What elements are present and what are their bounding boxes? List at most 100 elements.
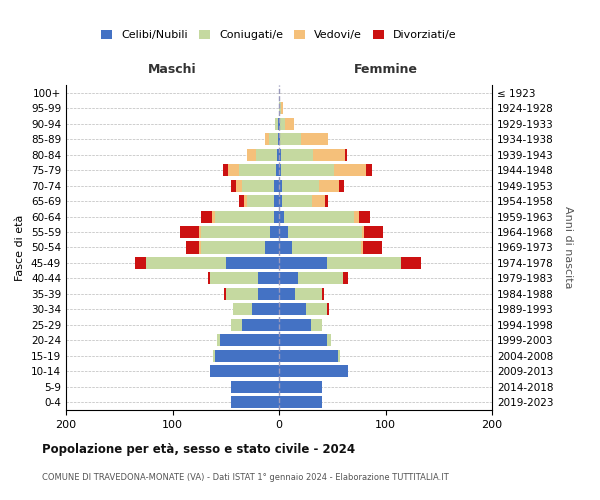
Bar [265,242,279,254]
Bar [201,226,271,238]
Bar [279,319,311,331]
Bar [276,164,279,176]
Bar [298,272,343,284]
Bar [327,257,401,269]
Bar [199,226,201,238]
Bar [284,210,353,222]
Bar [213,350,215,362]
Bar [322,288,324,300]
Bar [363,242,382,254]
Bar [215,350,279,362]
Bar [274,180,279,192]
Y-axis label: Anni di nascita: Anni di nascita [563,206,573,288]
Bar [220,334,279,346]
Bar [364,226,383,238]
Bar [231,396,279,408]
Bar [274,210,279,222]
Bar [233,304,253,316]
Bar [278,118,279,130]
Bar [277,148,279,160]
Bar [312,195,325,207]
Bar [242,180,274,192]
Legend: Celibi/Nubili, Coniugati/e, Vedovi/e, Divorziati/e: Celibi/Nubili, Coniugati/e, Vedovi/e, Di… [97,26,461,45]
Bar [239,195,244,207]
Bar [187,242,199,254]
Bar [223,164,228,176]
Bar [345,148,347,160]
Bar [325,195,328,207]
Bar [231,381,279,393]
Bar [258,288,279,300]
Bar [279,366,348,378]
Bar [269,133,278,145]
Bar [338,180,344,192]
Bar [231,319,242,331]
Bar [279,272,298,284]
Bar [210,272,258,284]
Bar [208,272,210,284]
Bar [343,272,348,284]
Bar [287,226,362,238]
Bar [279,210,284,222]
Bar [279,381,322,393]
Bar [146,257,226,269]
Bar [278,133,279,145]
Bar [359,210,370,222]
Bar [244,195,247,207]
Bar [279,195,282,207]
Bar [292,242,361,254]
Bar [265,133,269,145]
Bar [274,195,279,207]
Bar [279,304,305,316]
Bar [279,118,280,130]
Bar [327,304,329,316]
Bar [279,288,295,300]
Y-axis label: Fasce di età: Fasce di età [16,214,25,280]
Bar [226,288,258,300]
Bar [367,164,371,176]
Bar [217,334,220,346]
Bar [279,102,281,115]
Bar [362,226,364,238]
Bar [210,366,279,378]
Bar [224,288,226,300]
Bar [334,164,367,176]
Bar [247,195,274,207]
Bar [281,164,334,176]
Bar [286,118,294,130]
Bar [279,164,281,176]
Bar [401,257,421,269]
Bar [281,148,313,160]
Bar [279,257,327,269]
Bar [201,242,265,254]
Bar [282,180,319,192]
Bar [180,226,199,238]
Bar [135,257,146,269]
Bar [279,148,281,160]
Bar [353,210,359,222]
Text: Popolazione per età, sesso e stato civile - 2024: Popolazione per età, sesso e stato civil… [42,442,355,456]
Bar [226,257,279,269]
Bar [280,118,286,130]
Bar [327,334,331,346]
Bar [253,304,279,316]
Bar [275,118,278,130]
Bar [256,148,277,160]
Bar [258,272,279,284]
Bar [201,210,212,222]
Text: Femmine: Femmine [353,62,418,76]
Bar [301,133,328,145]
Bar [295,288,322,300]
Bar [282,195,312,207]
Bar [338,350,340,362]
Bar [313,148,345,160]
Bar [305,304,327,316]
Bar [279,226,287,238]
Bar [271,226,279,238]
Bar [279,350,338,362]
Bar [279,334,327,346]
Bar [247,148,256,160]
Bar [215,210,274,222]
Text: COMUNE DI TRAVEDONA-MONATE (VA) - Dati ISTAT 1° gennaio 2024 - Elaborazione TUTT: COMUNE DI TRAVEDONA-MONATE (VA) - Dati I… [42,472,449,482]
Bar [239,164,276,176]
